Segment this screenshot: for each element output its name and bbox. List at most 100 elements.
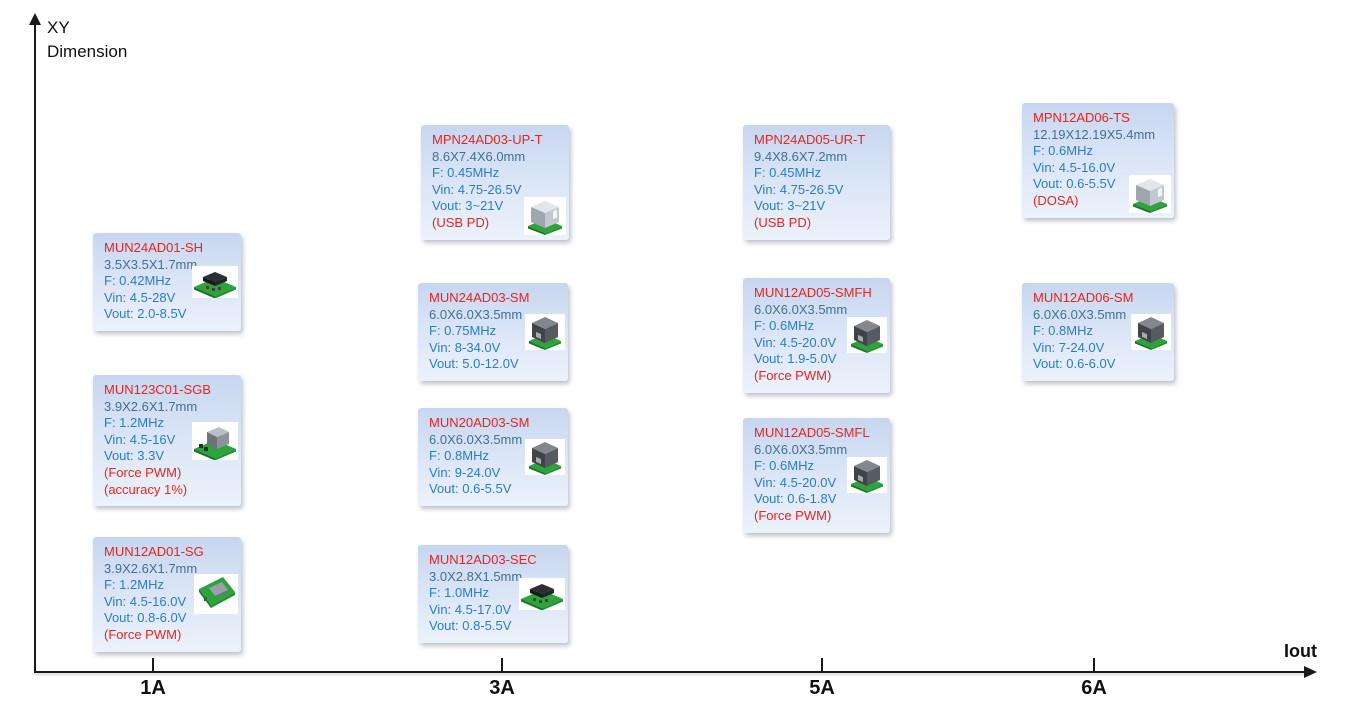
module-3d-render: [525, 438, 565, 475]
y-axis-label-line2: Dimension: [47, 42, 128, 61]
product-spec: Vin: 4.5-28V: [104, 289, 176, 305]
module-3d-render: [1129, 174, 1171, 213]
product-note: (Force PWM): [754, 367, 832, 383]
product-name: MUN12AD01-SG: [104, 544, 204, 559]
product-card: MPN24AD03-UP-T 8.6X7.4X6.0mm F: 0.45MHz Vin…: [421, 125, 569, 240]
product-note: (DOSA): [1033, 192, 1079, 208]
module-image: [847, 457, 887, 494]
product-spec: Vout: 3~21V: [432, 198, 504, 214]
x-axis-arrow-icon: [1304, 666, 1317, 678]
product-card: MUN12AD05-SMFL 6.0X6.0X3.5mm F: 0.6MHz Vin:…: [743, 418, 890, 533]
product-dimensions: 6.0X6.0X3.5mm: [429, 431, 523, 447]
product-dimensions: 3.5X3.5X1.7mm: [104, 256, 198, 272]
product-spec: Vout: 5.0-12.0V: [429, 356, 519, 372]
module-image: [192, 421, 238, 461]
product-spec: F: 1.0MHz: [429, 585, 489, 601]
x-axis-tick: [821, 658, 823, 672]
product-name: MUN123C01-SGB: [104, 382, 211, 397]
module-3d-render: [847, 317, 887, 354]
product-spec: F: 0.42MHz: [104, 273, 172, 289]
product-spec: Vout: 1.9-5.0V: [754, 351, 837, 367]
product-card: MUN24AD01-SH 3.5X3.5X1.7mm F: 0.42MHz Vin: …: [93, 233, 241, 331]
product-dimensions: 3.0X2.8X1.5mm: [429, 568, 523, 584]
product-card: MUN12AD03-SEC 3.0X2.8X1.5mm F: 1.0MHz Vin: …: [418, 545, 568, 643]
product-name: MUN24AD03-SM: [429, 290, 530, 305]
x-axis-label: Iout: [1284, 641, 1317, 661]
product-dimensions: 3.9X2.6X1.7mm: [104, 398, 198, 414]
product-spec: Vin: 4.75-26.5V: [432, 181, 522, 197]
x-axis-tick: [152, 658, 154, 672]
product-name: MUN12AD05-SMFL: [754, 425, 870, 440]
product-spec: Vin: 4.5-20.0V: [754, 334, 837, 350]
product-spec: Vin: 8-34.0V: [429, 339, 501, 355]
x-axis-tick-label: 3A: [489, 677, 515, 699]
module-3d-render: [525, 313, 565, 350]
product-name: MPN24AD05-UR-T: [754, 132, 866, 147]
module-3d-render: [192, 421, 238, 461]
product-name: MUN20AD03-SM: [429, 415, 530, 430]
product-card: MUN24AD03-SM 6.0X6.0X3.5mm F: 0.75MHz Vin: …: [418, 283, 568, 381]
product-name: MUN12AD03-SEC: [429, 552, 537, 567]
module-image: [519, 577, 565, 611]
product-dimensions: 6.0X6.0X3.5mm: [754, 441, 848, 457]
product-spec: F: 0.75MHz: [429, 323, 497, 339]
product-spec: Vout: 2.0-8.5V: [104, 306, 187, 322]
product-spec: F: 0.6MHz: [754, 318, 814, 334]
product-card: MUN12AD05-SMFH 6.0X6.0X3.5mm F: 0.6MHz Vin:…: [743, 278, 890, 393]
product-name: MUN24AD01-SH: [104, 240, 203, 255]
x-axis-tick: [501, 658, 503, 672]
product-note: (USB PD): [432, 214, 490, 230]
product-spec: Vout: 0.6-1.8V: [754, 491, 837, 507]
product-name: MPN12AD06-TS: [1033, 110, 1130, 125]
module-image: [1129, 174, 1171, 213]
module-image: [1131, 313, 1171, 350]
product-card: MPN24AD05-UR-T 9.4X8.6X7.2mm F: 0.45MHz Vin…: [743, 125, 890, 240]
product-spec: Vin: 4.5-16V: [104, 431, 176, 447]
module-3d-render: [192, 265, 238, 299]
product-spec: Vout: 0.8-5.5V: [429, 618, 512, 634]
y-axis-line: [34, 24, 36, 673]
module-3d-render: [519, 577, 565, 611]
y-axis-arrow-icon: [29, 13, 41, 25]
product-card: MUN20AD03-SM 6.0X6.0X3.5mm F: 0.8MHz Vin: 9…: [418, 408, 568, 506]
x-axis-tick-label: 1A: [140, 677, 166, 699]
x-axis-line: [34, 671, 1306, 673]
product-dimensions: 6.0X6.0X3.5mm: [754, 301, 848, 317]
product-spec: Vout: 0.6-6.0V: [1033, 356, 1116, 372]
product-note: (Force PWM): [104, 626, 182, 642]
x-axis-tick-label: 5A: [809, 677, 835, 699]
module-3d-render: [524, 196, 566, 235]
product-name: MUN12AD06-SM: [1033, 290, 1134, 305]
y-axis-label: XY Dimension: [47, 16, 127, 64]
product-spec: F: 0.45MHz: [754, 165, 822, 181]
product-spec: Vin: 4.75-26.5V: [754, 181, 844, 197]
module-3d-render: [1131, 313, 1171, 350]
product-dimensions: 9.4X8.6X7.2mm: [754, 148, 848, 164]
product-spec: F: 0.6MHz: [1033, 143, 1093, 159]
product-spec: Vin: 4.5-16.0V: [1033, 159, 1116, 175]
product-spec: Vin: 4.5-17.0V: [429, 601, 512, 617]
module-image: [525, 438, 565, 475]
product-name: MPN24AD03-UP-T: [432, 132, 543, 147]
product-spec: F: 0.8MHz: [429, 448, 489, 464]
product-note: (USB PD): [754, 214, 812, 230]
product-note: (Force PWM): [104, 464, 182, 480]
product-name: MUN12AD05-SMFH: [754, 285, 872, 300]
module-3d-render: [194, 574, 238, 615]
product-spec: Vin: 4.5-20.0V: [754, 474, 837, 490]
x-axis-tick: [1093, 658, 1095, 672]
module-image: [525, 313, 565, 350]
product-dimensions: 3.9X2.6X1.7mm: [104, 560, 198, 576]
product-spec: Vout: 0.6-5.5V: [1033, 176, 1116, 192]
product-spec: Vout: 3~21V: [754, 198, 826, 214]
product-dimensions: 12.19X12.19X5.4mm: [1033, 126, 1156, 142]
product-spec: Vin: 4.5-16.0V: [104, 593, 187, 609]
module-image: [524, 196, 566, 235]
product-card: MUN12AD01-SG 3.9X2.6X1.7mm F: 1.2MHz Vin: 4…: [93, 537, 241, 652]
product-spec: Vout: 0.8-6.0V: [104, 610, 187, 626]
product-spec: F: 1.2MHz: [104, 577, 164, 593]
product-note: (accuracy 1%): [104, 481, 188, 497]
product-spec: Vin: 9-24.0V: [429, 464, 501, 480]
product-note: (Force PWM): [754, 507, 832, 523]
